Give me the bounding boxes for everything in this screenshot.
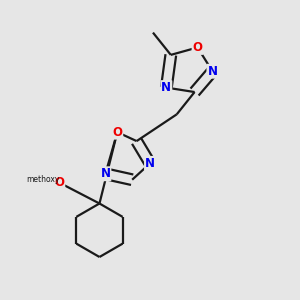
Text: O: O [54,176,64,189]
Text: N: N [207,65,218,78]
Text: N: N [100,167,110,180]
Text: O: O [112,126,122,139]
Text: methoxy: methoxy [26,175,60,184]
Text: N: N [161,81,171,94]
Text: N: N [145,157,155,170]
Text: O: O [193,41,202,54]
